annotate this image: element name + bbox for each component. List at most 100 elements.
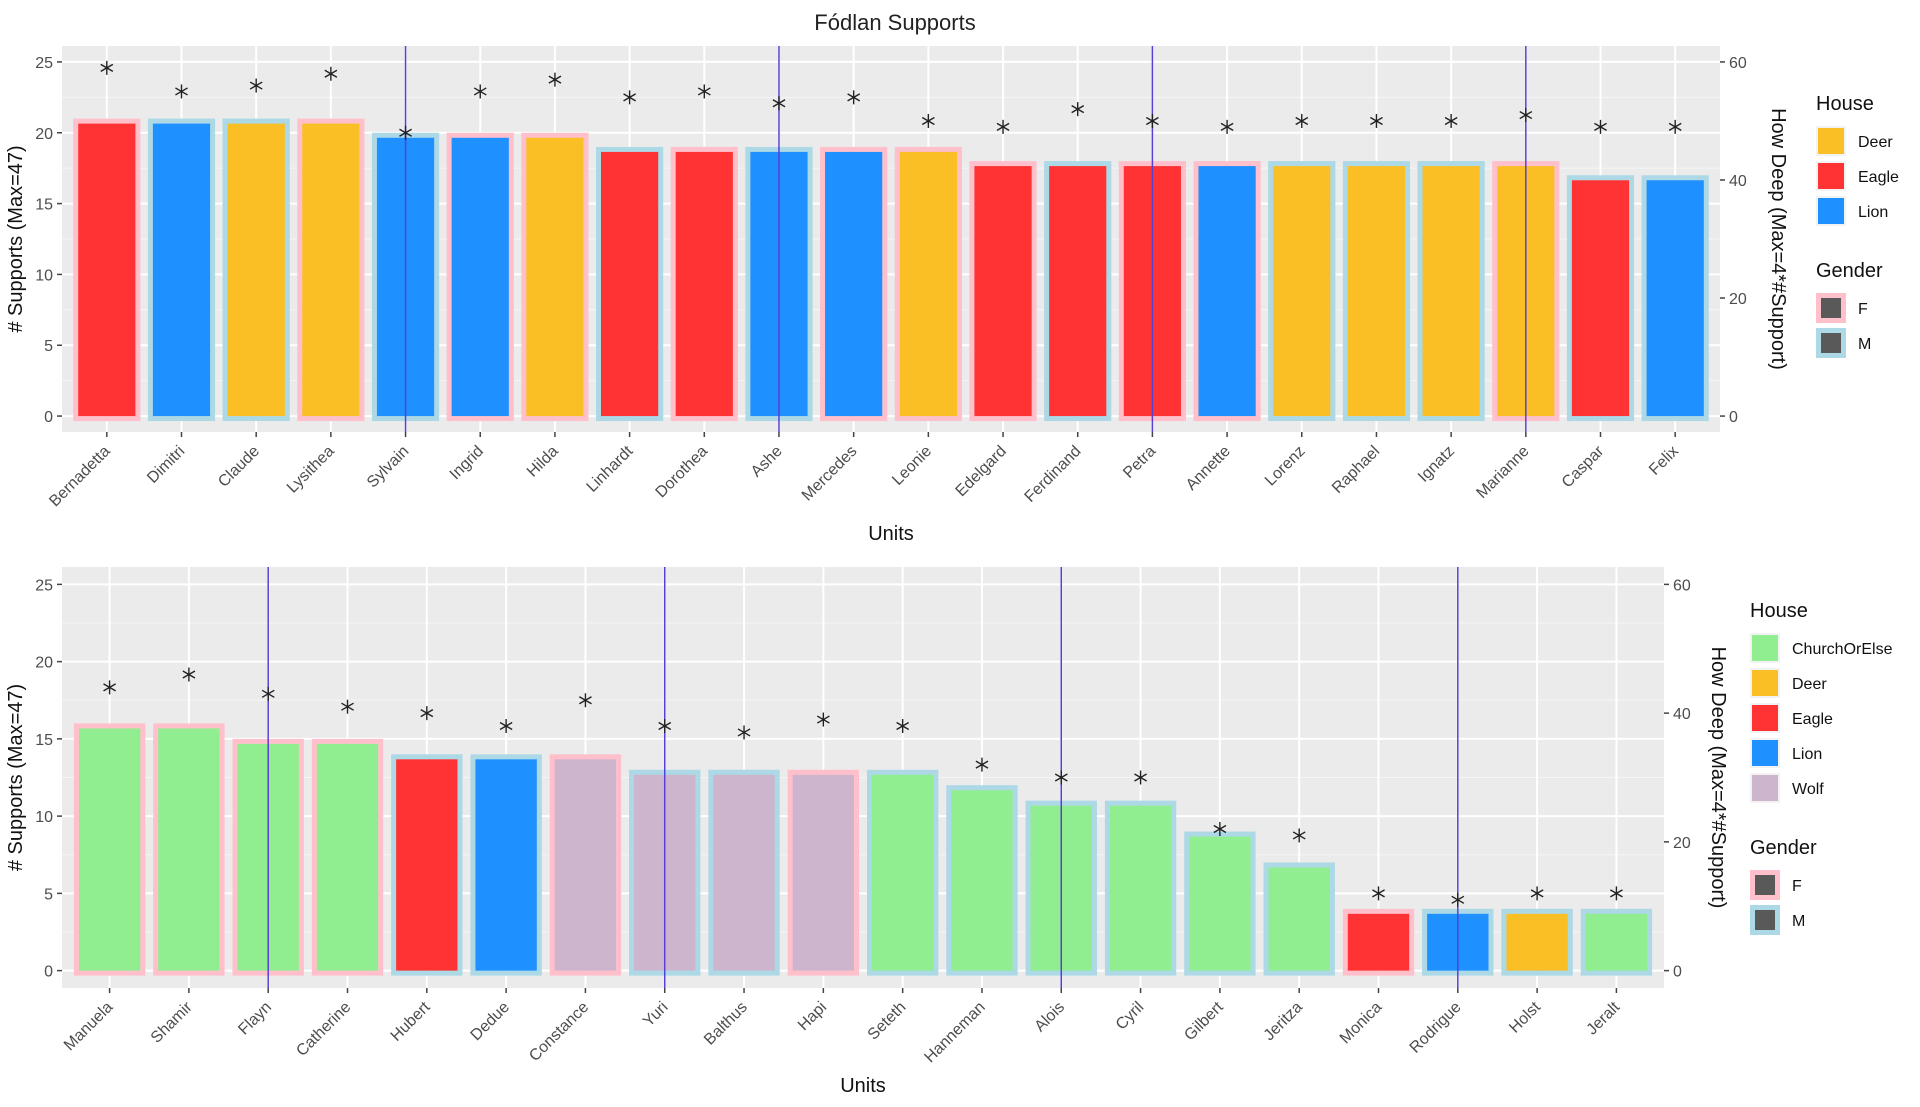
depth-point-seteth — [896, 719, 910, 734]
x-tick-label: Dimitri — [144, 443, 188, 487]
legend-label-wolf: Wolf — [1792, 781, 1824, 798]
x-tick-label: Monica — [1337, 999, 1386, 1048]
depth-point-edelgard — [996, 119, 1010, 134]
y2-tick-label: 40 — [1729, 173, 1747, 190]
depth-point-stroke — [1145, 116, 1159, 126]
legend-label-eagle: Eagle — [1792, 711, 1833, 728]
y2-tick-label: 20 — [1729, 291, 1747, 308]
depth-point-jeralt — [1610, 886, 1623, 901]
depth-point-dorothea — [697, 84, 711, 99]
bar-gilbert — [1184, 831, 1256, 976]
y-axis-title: # Supports (Max=47) — [5, 145, 27, 332]
chart-panel-2: 0 5 10 15 20 25 Manuela Shamir Flayn Catherine Hub… — [5, 567, 1893, 1097]
x-tick-label: Yuri — [640, 999, 672, 1031]
depth-point-stroke — [420, 709, 434, 718]
y-axis-title: # Supports (Max=47) — [5, 684, 27, 871]
x-tick-label: Manuela — [61, 999, 116, 1054]
depth-point-stroke — [103, 683, 116, 692]
x-tick-label: Jeralt — [1584, 998, 1624, 1038]
depth-point-hapi — [816, 712, 830, 727]
x-tick-label: Jeritza — [1261, 999, 1306, 1044]
y-tick-label: 20 — [35, 126, 53, 143]
depth-point-stroke — [1071, 105, 1085, 114]
legend-swatch-lion — [1752, 740, 1778, 766]
depth-point-stroke — [1444, 116, 1458, 126]
x-tick-label: Ingrid — [447, 443, 487, 483]
legend-label-deer: Deer — [1858, 134, 1893, 151]
x-tick-label: Dorothea — [653, 443, 712, 502]
depth-point-stroke — [1668, 122, 1682, 131]
depth-point-stroke — [996, 122, 1010, 131]
depth-point-stroke — [1370, 116, 1383, 126]
bar-dimitri — [147, 118, 216, 422]
x-tick-label: Mercedes — [799, 443, 861, 505]
depth-point-stroke — [1610, 889, 1623, 898]
depth-point-stroke — [697, 87, 711, 96]
depth-point-stroke — [737, 728, 751, 737]
depth-point-stroke — [324, 69, 338, 78]
depth-point-stroke — [847, 93, 861, 102]
bar-claude — [222, 118, 290, 422]
depth-point-stroke — [1594, 122, 1607, 131]
x-tick-label: Catherine — [293, 999, 354, 1060]
bar-hanneman — [946, 785, 1018, 976]
x-tick-label: Claude — [215, 443, 263, 491]
bar-manuela — [73, 723, 146, 976]
x-tick-label: Shamir — [148, 998, 196, 1046]
depth-point-stroke — [1519, 110, 1533, 120]
depth-point-stroke — [249, 81, 263, 90]
bar-jeritza — [1263, 862, 1335, 976]
x-tick-label: Raphael — [1329, 443, 1383, 497]
depth-point-balthus — [737, 725, 751, 740]
bar-raphael — [1342, 161, 1411, 422]
y-tick-label: 5 — [44, 338, 53, 355]
legend-house-title: House — [1816, 93, 1874, 115]
legend-gender-title: Gender — [1816, 260, 1883, 282]
x-tick-label: Hapi — [795, 999, 830, 1034]
x-tick-label: Ashe — [748, 443, 786, 481]
y2-tick-label: 60 — [1729, 55, 1747, 72]
y-tick-label: 15 — [35, 732, 53, 749]
x-tick-label: Sylvain — [364, 443, 412, 491]
legend-label-gender-f: F — [1858, 301, 1868, 318]
depth-point-alois — [1054, 770, 1068, 785]
y2-tick-label: 0 — [1673, 964, 1682, 981]
depth-point-stroke — [579, 696, 592, 705]
depth-point-stroke — [1372, 889, 1385, 898]
bar-lorenz — [1268, 161, 1336, 422]
legend-swatch-gender-f — [1816, 293, 1846, 323]
depth-point-shamir — [182, 667, 196, 682]
depth-point-stroke — [548, 75, 562, 84]
y-tick-label: 20 — [35, 655, 53, 672]
depth-point-stroke — [1530, 889, 1544, 898]
bar-monica — [1342, 908, 1415, 976]
x-tick-label: Gilbert — [1181, 998, 1227, 1044]
depth-point-stroke — [1220, 122, 1234, 131]
x-tick-label: Dedue — [468, 999, 513, 1044]
x-tick-label: Petra — [1120, 443, 1159, 482]
depth-point-claude — [249, 78, 263, 93]
x-tick-label: Lysithea — [284, 443, 338, 497]
depth-point-jeritza — [1292, 828, 1306, 843]
y2-axis-title: How Deep (Max=4*#Support) — [1767, 108, 1789, 370]
x-tick-label: Ferdinand — [1022, 443, 1085, 506]
depth-point-stroke — [658, 721, 672, 731]
depth-point-stroke — [975, 760, 989, 769]
depth-point-stroke — [1054, 773, 1068, 782]
depth-point-stroke — [1451, 895, 1465, 904]
bar-linhardt — [595, 146, 664, 422]
x-tick-label: Linhardt — [584, 442, 637, 495]
depth-point-monica — [1372, 886, 1385, 901]
depth-point-hanneman — [975, 757, 989, 772]
x-tick-label: Felix — [1646, 443, 1682, 479]
x-tick-label: Bernadetta — [46, 443, 113, 510]
bar-jeralt — [1580, 908, 1653, 976]
legend-gender-title: Gender — [1750, 837, 1817, 859]
y2-axis-title: How Deep (Max=4*#Support) — [1707, 647, 1729, 909]
depth-point-stroke — [623, 93, 637, 102]
bar-holst — [1501, 908, 1573, 976]
bar-mercedes — [820, 146, 888, 422]
legend-label-lion: Lion — [1858, 204, 1888, 221]
bar-hilda — [521, 132, 589, 422]
